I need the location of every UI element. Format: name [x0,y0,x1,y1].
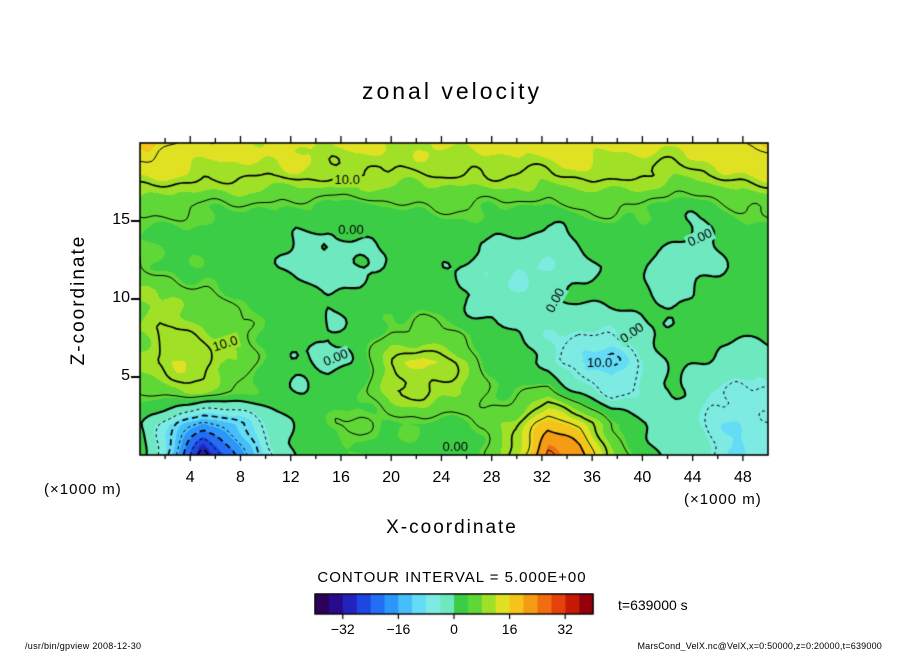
x-tick-label: 4 [185,469,195,486]
x-tick-label: 12 [281,469,300,486]
y-axis-label: Z-coordinate [68,234,89,366]
y-tick-label: 10 [112,289,130,306]
colorbar-tick-label: −16 [386,621,411,637]
x-tick-label: 24 [432,469,451,486]
y-tick-label: 15 [112,211,130,228]
x-tick-label: 28 [482,469,501,486]
contour-plot-canvas [124,127,784,472]
time-label: t=639000 s [618,597,688,613]
colorbar-canvas [314,593,596,621]
colorbar-tick-label: 0 [450,621,458,637]
x-tick-label: 32 [533,469,551,486]
x-tick-label: 40 [633,469,652,486]
contour-interval-note: CONTOUR INTERVAL = 5.000E+00 [317,569,587,586]
x-axis-unit-label: (×1000 m) [684,491,762,508]
x-tick-label: 16 [332,469,350,486]
plot-title: zonal velocity [361,78,543,104]
x-tick-label: 48 [733,469,752,486]
colorbar-tick-label: −32 [330,621,355,637]
footer-command-text: /usr/bin/gpview 2008-12-30 [25,641,142,651]
x-axis-label: X-coordinate [386,517,518,538]
footer-file-text: MarsCond_VelX.nc@VelX,x=0:50000,z=0:2000… [637,641,882,651]
x-tick-label: 20 [382,469,401,486]
colorbar-tick-label: 16 [501,621,518,637]
x-tick-label: 8 [236,469,245,486]
y-tick-label: 5 [121,367,130,384]
y-axis-unit-label: (×1000 m) [44,481,122,498]
colorbar-tick-label: 32 [557,621,573,637]
x-tick-label: 36 [583,469,602,486]
x-tick-label: 44 [683,469,702,486]
